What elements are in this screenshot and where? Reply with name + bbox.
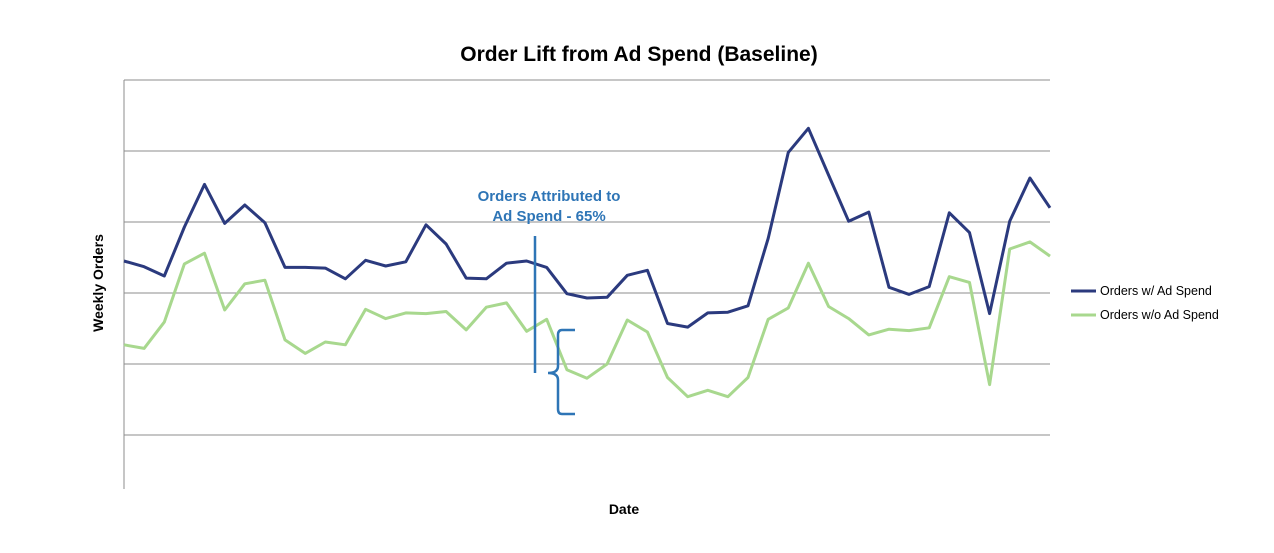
attribution-annotation: Orders Attributed to Ad Spend - 65% bbox=[478, 188, 621, 416]
series-line-without-ads bbox=[123, 240, 1051, 399]
chart-title: Order Lift from Ad Spend (Baseline) bbox=[460, 43, 817, 66]
series-layer bbox=[123, 126, 1052, 399]
x-axis-label: Date bbox=[609, 501, 640, 517]
gridlines bbox=[124, 79, 1050, 436]
annotation-brace bbox=[547, 328, 575, 416]
y-axis-label: Weekly Orders bbox=[90, 234, 106, 332]
series-line-with-ads bbox=[123, 126, 1052, 329]
annotation-text-line2: Ad Spend - 65% bbox=[492, 208, 605, 225]
legend: Orders w/ Ad Spend Orders w/o Ad Spend bbox=[1071, 284, 1219, 322]
legend-label-with-ads: Orders w/ Ad Spend bbox=[1100, 284, 1212, 298]
legend-label-without-ads: Orders w/o Ad Spend bbox=[1100, 308, 1219, 322]
annotation-text-line1: Orders Attributed to bbox=[478, 188, 621, 205]
